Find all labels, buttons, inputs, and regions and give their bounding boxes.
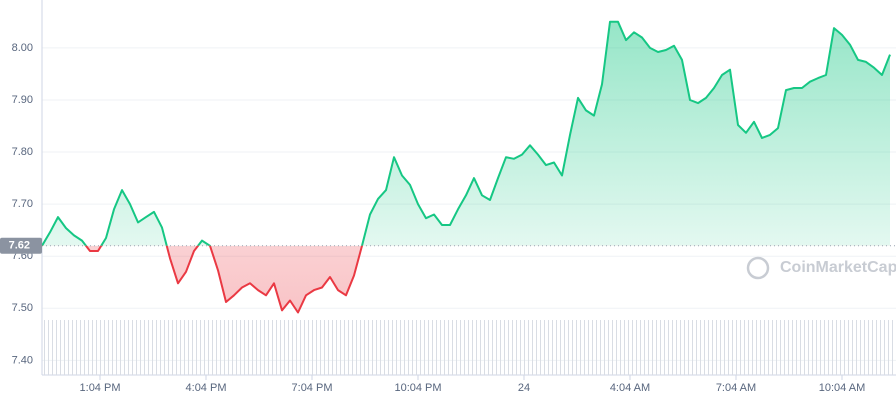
price-line-down [41,245,364,314]
area-down [42,245,890,313]
x-tick-label: 10:04 PM [394,382,441,394]
y-tick-label: 7.50 [12,302,33,314]
watermark: CoinMarketCap [780,259,896,276]
x-tick-label: 7:04 PM [292,382,333,394]
volume-bars [42,320,894,375]
y-tick-label: 7.70 [12,198,33,210]
price-line-up [41,20,891,246]
y-tick-label: 8.00 [12,42,33,54]
x-tick-label: 10:04 AM [819,382,865,394]
x-tick-label: 24 [518,382,530,394]
watermark-logo [746,256,770,280]
y-tick-label: 7.40 [12,354,33,366]
x-tick-label: 7:04 AM [716,382,756,394]
baseline-badge [0,237,42,254]
x-tick-label: 1:04 PM [80,382,121,394]
y-tick-label: 7.80 [12,146,33,158]
baseline-label: 7.62 [9,240,30,252]
area-up [42,21,890,246]
x-tick-label: 4:04 PM [186,382,227,394]
x-tick-label: 4:04 AM [610,382,650,394]
y-tick-label: 7.90 [12,94,33,106]
